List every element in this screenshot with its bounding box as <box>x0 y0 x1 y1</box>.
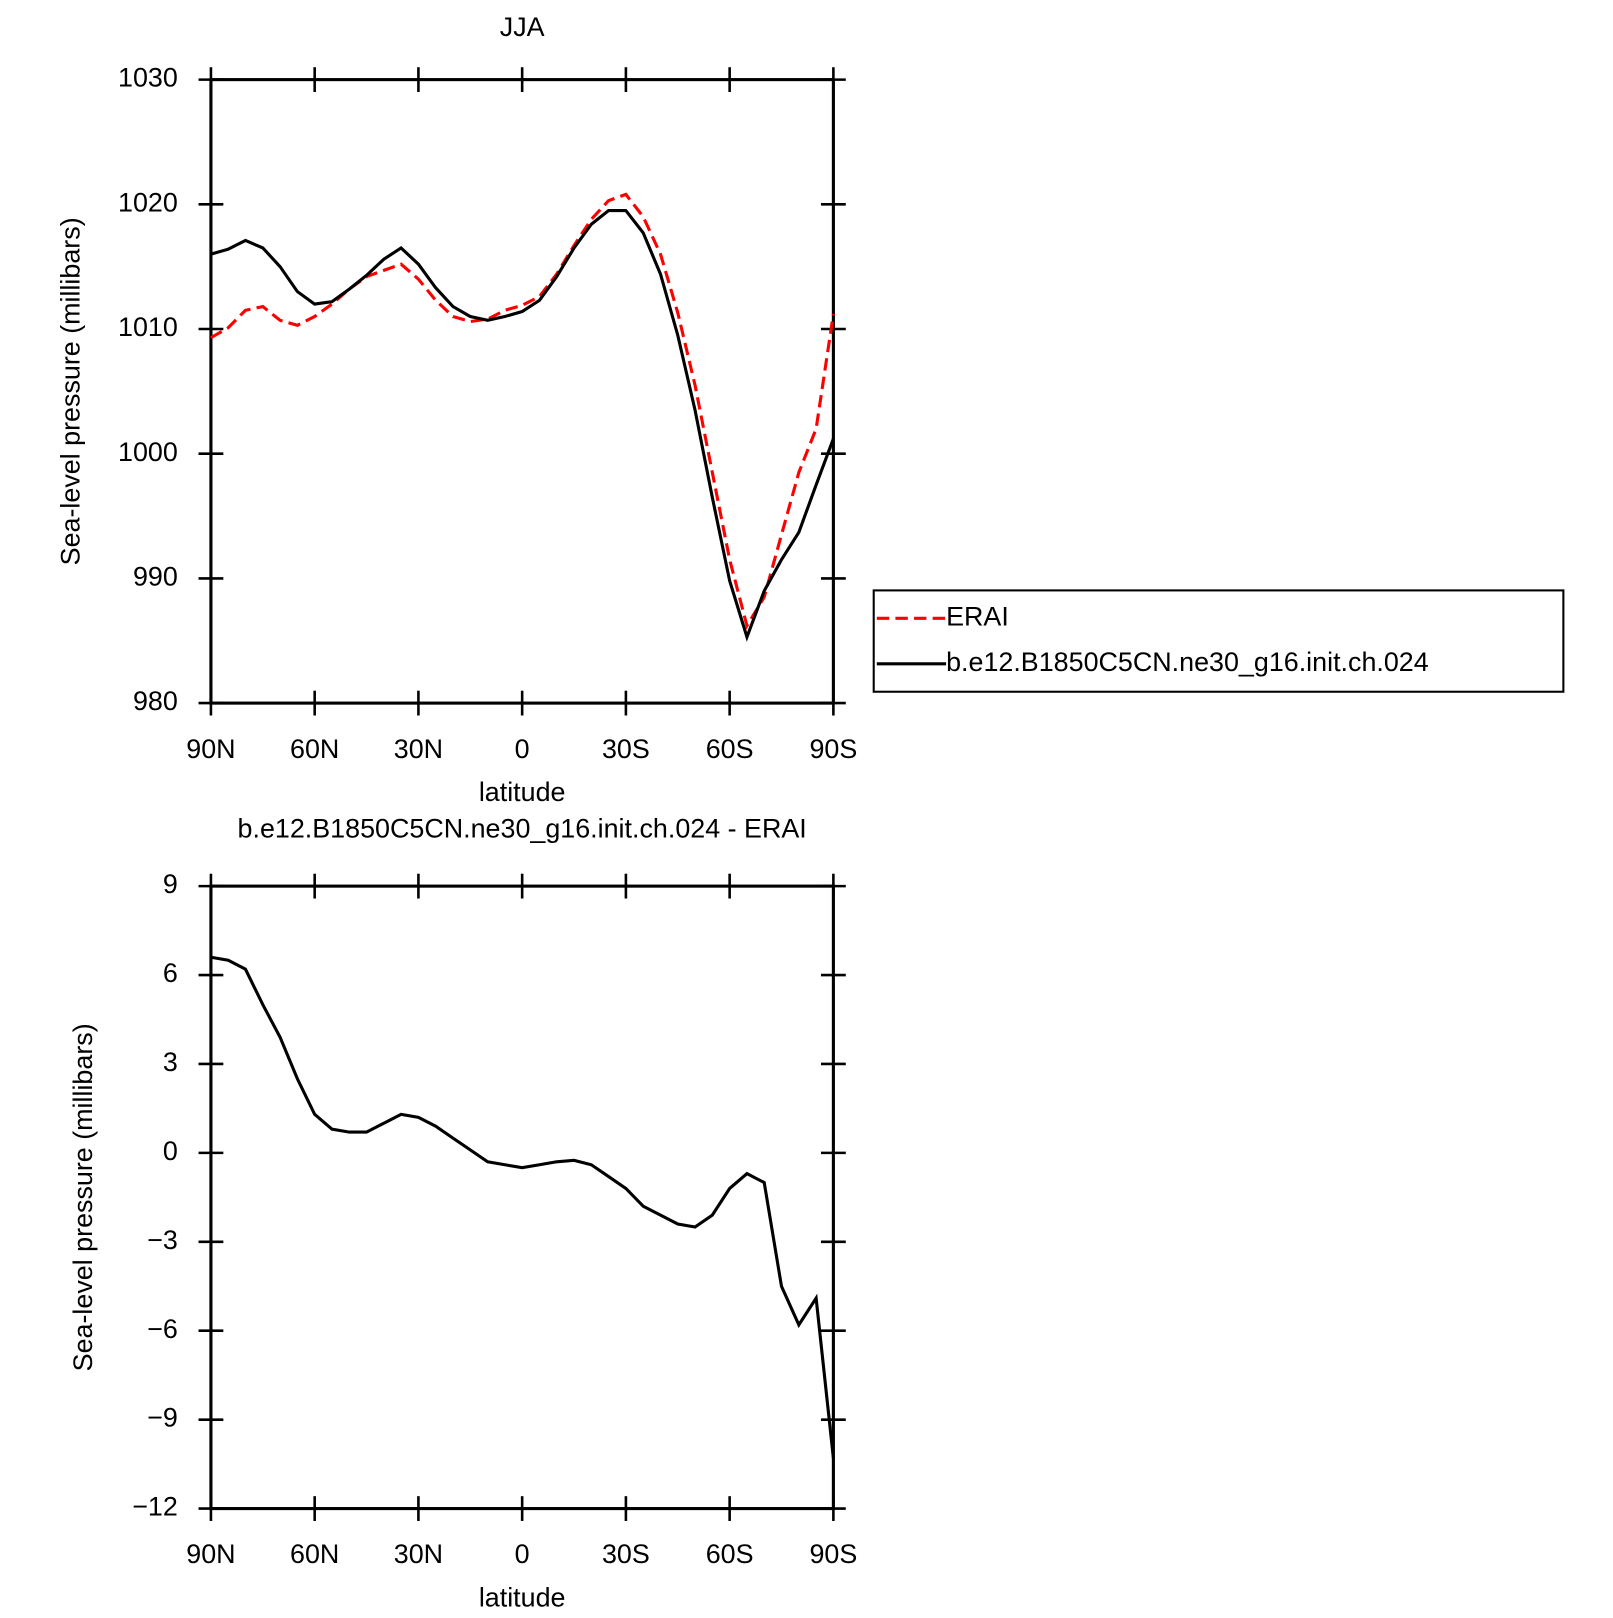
x-tick-label: 90S <box>809 734 857 764</box>
y-tick-label: −12 <box>132 1492 178 1522</box>
x-axis-label: latitude <box>479 1583 566 1613</box>
x-tick-label: 60N <box>290 1539 339 1569</box>
chart-title: b.e12.B1850C5CN.ne30_g16.init.ch.024 - E… <box>238 813 807 843</box>
x-tick-label: 30S <box>602 734 650 764</box>
legend-label: b.e12.B1850C5CN.ne30_g16.init.ch.024 <box>946 647 1429 677</box>
plot-frame <box>209 884 835 1511</box>
x-tick-label: 60S <box>706 1539 754 1569</box>
x-tick-label: 60S <box>706 734 754 764</box>
x-tick-label: 30N <box>394 1539 443 1569</box>
y-tick-label: 1010 <box>118 312 178 342</box>
x-tick-label: 30S <box>602 1539 650 1569</box>
x-tick-label: 90S <box>809 1539 857 1569</box>
x-tick-label: 90N <box>186 1539 235 1569</box>
y-tick-label: 3 <box>163 1047 178 1077</box>
y-tick-label: 980 <box>133 686 178 716</box>
x-tick-label: 60N <box>290 734 339 764</box>
y-tick-label: −3 <box>147 1225 178 1255</box>
y-tick-label: 0 <box>163 1136 178 1166</box>
plot-frame <box>209 78 835 705</box>
chart-title: JJA <box>500 12 545 42</box>
x-tick-label: 0 <box>515 1539 530 1569</box>
data-line <box>210 192 835 630</box>
y-tick-label: −9 <box>147 1403 178 1433</box>
data-line <box>210 955 835 1459</box>
legend-label: ERAI <box>946 601 1009 631</box>
y-tick-label: 6 <box>163 958 178 988</box>
y-tick-label: 1000 <box>118 437 178 467</box>
x-axis-label: latitude <box>479 777 566 807</box>
y-axis-label: Sea-level pressure (millibars) <box>68 1023 98 1371</box>
x-tick-label: 0 <box>515 734 530 764</box>
legend-box <box>872 589 1565 693</box>
data-line <box>210 208 835 642</box>
x-tick-label: 30N <box>394 734 443 764</box>
y-tick-label: 9 <box>163 869 178 899</box>
y-axis-label: Sea-level pressure (millibars) <box>55 217 85 565</box>
y-tick-label: 1020 <box>118 187 178 217</box>
x-tick-label: 90N <box>186 734 235 764</box>
y-tick-label: 990 <box>133 561 178 591</box>
y-tick-label: 1030 <box>118 63 178 93</box>
y-tick-label: −6 <box>147 1314 178 1344</box>
